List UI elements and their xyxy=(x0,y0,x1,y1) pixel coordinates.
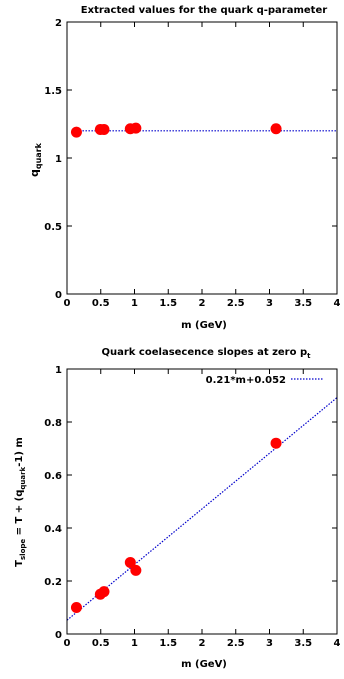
chart1-y-axis-label-base: q xyxy=(28,169,41,177)
y-tick-label: 1 xyxy=(55,154,62,165)
data-point xyxy=(124,556,136,568)
x-tick-label: 0 xyxy=(64,298,71,309)
chart2-title-sub: t xyxy=(307,352,311,360)
x-tick-label: 2.5 xyxy=(227,638,245,649)
chart2-y-label-part-0: T xyxy=(14,560,25,567)
chart2-title-base: Quark coelasecence slopes at zero p xyxy=(102,347,308,358)
chart1-ticks xyxy=(66,21,338,295)
chart2-y-label-part-2: = T + (q xyxy=(14,490,25,539)
y-tick-label: 1.5 xyxy=(44,86,62,97)
y-tick-label: 0.2 xyxy=(44,577,62,588)
x-tick-label: 1.5 xyxy=(159,638,177,649)
y-tick-label: 1 xyxy=(55,365,62,376)
chart1-y-axis-label: qquark xyxy=(28,142,43,177)
x-tick-label: 3.5 xyxy=(294,298,312,309)
x-tick-label: 0.5 xyxy=(92,638,110,649)
chart-coalescence-slopes: Quark coelasecence slopes at zero pt 0.2… xyxy=(14,347,341,670)
x-tick-label: 1.5 xyxy=(159,298,177,309)
chart1-y-axis-label-sub: quark xyxy=(34,142,43,169)
data-point xyxy=(270,437,282,449)
chart1-x-axis-label: m (GeV) xyxy=(181,320,227,331)
x-tick-label: 2.5 xyxy=(227,298,245,309)
chart1-x-tick-labels: 0 0.5 1 1.5 2 2.5 3 3.5 4 xyxy=(64,298,341,309)
x-tick-label: 0.5 xyxy=(92,298,110,309)
y-tick-label: 0 xyxy=(55,290,62,301)
y-tick-label: 0.4 xyxy=(44,524,62,535)
chart2-x-tick-labels: 0 0.5 1 1.5 2 2.5 3 3.5 4 xyxy=(64,638,341,649)
chart2-fit-line xyxy=(66,397,338,621)
x-tick-label: 1 xyxy=(131,298,138,309)
chart2-legend-label: 0.21*m+0.052 xyxy=(206,375,286,386)
data-point xyxy=(98,586,110,598)
data-point xyxy=(130,564,142,576)
x-tick-label: 1 xyxy=(131,638,138,649)
chart2-points xyxy=(70,437,282,613)
y-tick-label: 0.8 xyxy=(44,418,62,429)
y-tick-label: 0.5 xyxy=(44,222,62,233)
x-tick-label: 2 xyxy=(199,638,206,649)
chart1-plot-frame xyxy=(66,21,338,295)
data-point xyxy=(70,602,82,613)
chart1-title: Extracted values for the quark q-paramet… xyxy=(81,5,327,16)
chart2-title: Quark coelasecence slopes at zero pt xyxy=(102,347,312,360)
data-point xyxy=(130,122,142,134)
x-tick-label: 3 xyxy=(266,638,273,649)
chart1-y-tick-labels: 0 0.5 1 1.5 2 xyxy=(44,18,62,301)
chart2-plot-frame xyxy=(66,368,338,635)
data-point xyxy=(98,123,110,135)
y-tick-label: 0 xyxy=(55,630,62,641)
chart2-y-tick-labels: 0 0.2 0.4 0.6 0.8 1 xyxy=(44,365,62,641)
chart2-x-axis-label: m (GeV) xyxy=(181,659,227,670)
x-tick-label: 4 xyxy=(334,298,341,309)
chart-q-parameter: Extracted values for the quark q-paramet… xyxy=(28,5,341,331)
y-tick-label: 0.6 xyxy=(44,471,62,482)
chart2-legend: 0.21*m+0.052 xyxy=(206,375,324,386)
x-tick-label: 2 xyxy=(199,298,206,309)
chart2-y-label-part-1: slope xyxy=(19,539,27,560)
x-tick-label: 3 xyxy=(266,298,273,309)
data-point xyxy=(70,126,82,138)
x-tick-label: 4 xyxy=(334,638,341,649)
x-tick-label: 3.5 xyxy=(294,638,312,649)
chart2-y-axis-label: Tslope = T + (qquark-1) m xyxy=(14,437,27,567)
y-tick-label: 2 xyxy=(55,18,62,29)
chart2-y-label-part-4: -1) m xyxy=(14,437,25,467)
data-point xyxy=(270,123,282,135)
chart1-points xyxy=(70,122,282,138)
chart2-y-label-part-3: quark xyxy=(19,466,27,489)
x-tick-label: 0 xyxy=(64,638,71,649)
